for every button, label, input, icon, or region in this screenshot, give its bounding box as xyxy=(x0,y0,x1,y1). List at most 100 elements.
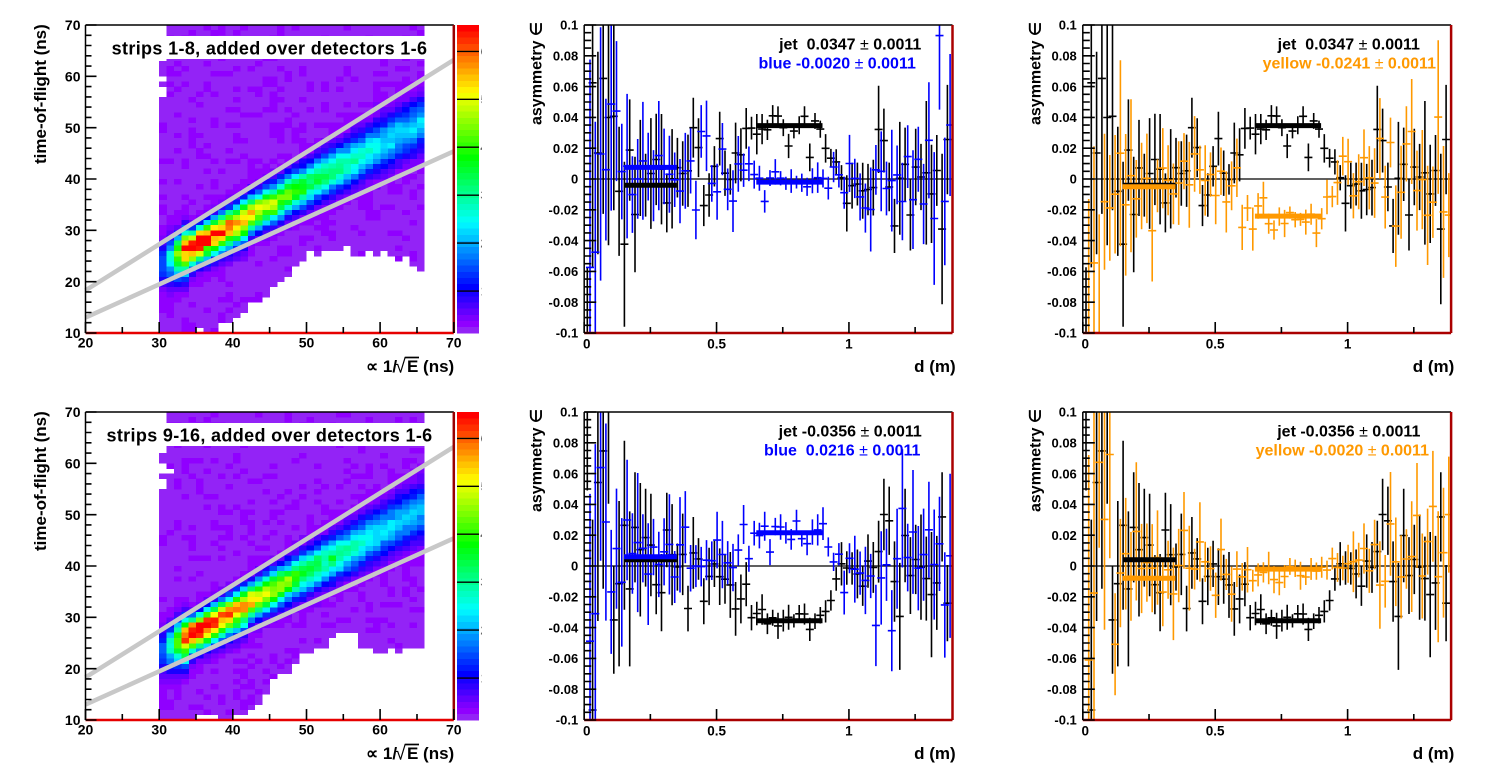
svg-text:2000: 2000 xyxy=(481,236,510,251)
svg-text:asymmetry ∈: asymmetry ∈ xyxy=(529,22,546,125)
svg-text:-0.08: -0.08 xyxy=(549,682,579,697)
svg-text:asymmetry ∈: asymmetry ∈ xyxy=(1027,22,1044,125)
svg-text:40: 40 xyxy=(65,171,81,187)
svg-text:d (m): d (m) xyxy=(914,744,956,763)
svg-text:yellow -0.0020 ± 0.0011: yellow -0.0020 ± 0.0011 xyxy=(1256,443,1429,460)
svg-text:20: 20 xyxy=(78,335,94,351)
svg-text:asymmetry ∈: asymmetry ∈ xyxy=(529,409,546,512)
svg-text:40: 40 xyxy=(225,722,241,738)
svg-text:60: 60 xyxy=(65,69,81,85)
svg-text:√: √ xyxy=(395,356,406,378)
svg-text:6000: 6000 xyxy=(481,431,510,446)
svg-text:4000: 4000 xyxy=(481,140,510,155)
svg-text:blue -0.0020 ± 0.0011: blue -0.0020 ± 0.0011 xyxy=(759,56,916,73)
svg-text:1000: 1000 xyxy=(481,284,510,299)
svg-text:0: 0 xyxy=(1082,337,1090,352)
svg-text:0.08: 0.08 xyxy=(1051,436,1076,451)
svg-text:0.1: 0.1 xyxy=(560,405,578,420)
svg-text:40: 40 xyxy=(65,558,81,574)
svg-text:0: 0 xyxy=(571,559,578,574)
svg-text:0.02: 0.02 xyxy=(553,141,578,156)
svg-text:jet -0.0356 ± 0.0011: jet -0.0356 ± 0.0011 xyxy=(778,424,922,441)
svg-text:30: 30 xyxy=(151,722,167,738)
svg-text:E (ns): E (ns) xyxy=(407,357,454,376)
svg-text:0.02: 0.02 xyxy=(1051,528,1076,543)
svg-text:0.06: 0.06 xyxy=(553,79,578,94)
svg-text:0: 0 xyxy=(583,724,591,739)
svg-text:1000: 1000 xyxy=(481,671,510,686)
svg-text:√: √ xyxy=(395,743,406,765)
svg-text:-0.04: -0.04 xyxy=(1047,620,1077,635)
svg-text:0.5: 0.5 xyxy=(1206,724,1225,739)
svg-text:2000: 2000 xyxy=(481,623,510,638)
svg-text:asymmetry ∈: asymmetry ∈ xyxy=(1027,409,1044,512)
svg-text:1: 1 xyxy=(1344,724,1352,739)
svg-text:-0.08: -0.08 xyxy=(1047,295,1077,310)
svg-text:0: 0 xyxy=(1082,724,1090,739)
svg-text:0.04: 0.04 xyxy=(1051,110,1077,125)
svg-text:0.5: 0.5 xyxy=(1206,337,1225,352)
svg-text:-0.02: -0.02 xyxy=(549,203,579,218)
svg-text:5000: 5000 xyxy=(481,479,510,494)
svg-text:d (m): d (m) xyxy=(1413,357,1455,376)
svg-text:0.02: 0.02 xyxy=(553,528,578,543)
svg-text:time-of-flight (ns): time-of-flight (ns) xyxy=(31,24,50,164)
svg-text:0.1: 0.1 xyxy=(1059,18,1077,33)
svg-text:-0.02: -0.02 xyxy=(1047,203,1077,218)
svg-text:0.1: 0.1 xyxy=(1059,405,1077,420)
svg-text:0: 0 xyxy=(1070,559,1077,574)
svg-text:30: 30 xyxy=(65,223,81,239)
svg-text:70: 70 xyxy=(446,335,462,351)
svg-text:jet 0.0347 ± 0.0011: jet 0.0347 ± 0.0011 xyxy=(778,37,921,54)
svg-text:-0.06: -0.06 xyxy=(549,651,579,666)
svg-text:60: 60 xyxy=(65,456,81,472)
svg-text:5000: 5000 xyxy=(481,92,510,107)
svg-text:0.06: 0.06 xyxy=(1051,79,1076,94)
svg-text:4000: 4000 xyxy=(481,527,510,542)
svg-text:∝ 1/: ∝ 1/ xyxy=(366,744,397,763)
svg-text:70: 70 xyxy=(65,404,81,420)
svg-text:50: 50 xyxy=(65,120,81,136)
svg-text:3000: 3000 xyxy=(481,575,510,590)
svg-text:20: 20 xyxy=(65,274,81,290)
svg-text:3000: 3000 xyxy=(481,188,510,203)
svg-text:yellow -0.0241 ± 0.0011: yellow -0.0241 ± 0.0011 xyxy=(1263,56,1436,73)
svg-text:-0.1: -0.1 xyxy=(1054,713,1076,728)
svg-text:20: 20 xyxy=(65,661,81,677)
svg-text:-0.06: -0.06 xyxy=(1047,651,1077,666)
svg-text:20: 20 xyxy=(78,722,94,738)
svg-text:E (ns): E (ns) xyxy=(407,744,454,763)
svg-text:1: 1 xyxy=(845,724,853,739)
svg-text:time-of-flight (ns): time-of-flight (ns) xyxy=(31,411,50,551)
svg-text:0: 0 xyxy=(571,172,578,187)
svg-text:1: 1 xyxy=(1344,337,1352,352)
svg-text:-0.1: -0.1 xyxy=(1054,326,1076,341)
svg-text:6000: 6000 xyxy=(481,44,510,59)
svg-text:strips 1-8, added over detecto: strips 1-8, added over detectors 1-6 xyxy=(112,39,428,59)
svg-text:50: 50 xyxy=(299,722,315,738)
svg-text:40: 40 xyxy=(225,335,241,351)
svg-text:60: 60 xyxy=(372,722,388,738)
svg-text:30: 30 xyxy=(151,335,167,351)
svg-text:d (m): d (m) xyxy=(914,357,956,376)
svg-text:-0.1: -0.1 xyxy=(556,713,578,728)
svg-text:-0.04: -0.04 xyxy=(1047,233,1077,248)
svg-text:70: 70 xyxy=(65,17,81,33)
svg-text:50: 50 xyxy=(299,335,315,351)
svg-text:0: 0 xyxy=(1070,172,1077,187)
svg-text:50: 50 xyxy=(65,507,81,523)
svg-text:10: 10 xyxy=(65,325,81,341)
svg-text:0.5: 0.5 xyxy=(707,337,726,352)
svg-text:0.06: 0.06 xyxy=(1051,466,1076,481)
svg-text:-0.08: -0.08 xyxy=(1047,682,1077,697)
svg-text:0.04: 0.04 xyxy=(1051,497,1077,512)
svg-text:-0.1: -0.1 xyxy=(556,326,578,341)
svg-text:strips 9-16, added over detect: strips 9-16, added over detectors 1-6 xyxy=(106,426,432,446)
svg-text:0.06: 0.06 xyxy=(553,466,578,481)
svg-text:-0.06: -0.06 xyxy=(1047,264,1077,279)
svg-text:70: 70 xyxy=(446,722,462,738)
svg-text:0.02: 0.02 xyxy=(1051,141,1076,156)
svg-text:0.08: 0.08 xyxy=(553,49,578,64)
svg-text:-0.08: -0.08 xyxy=(549,295,579,310)
svg-text:0.08: 0.08 xyxy=(1051,49,1076,64)
